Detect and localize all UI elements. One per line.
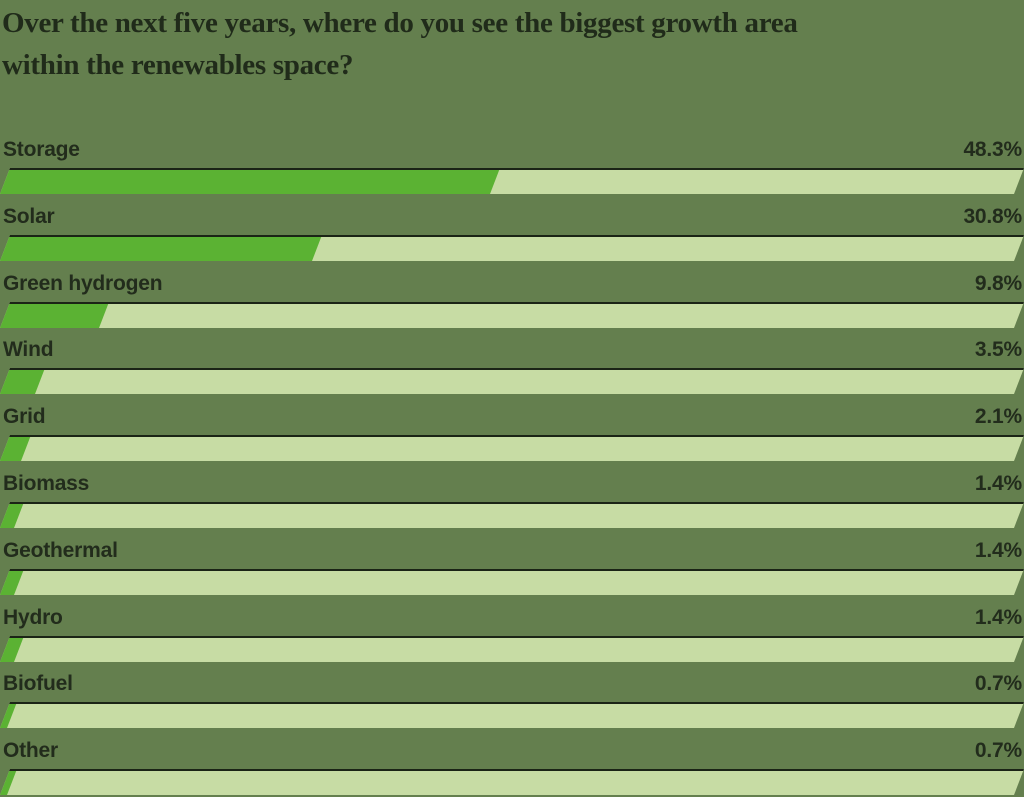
chart-row: Solar 30.8% [0,205,1024,272]
category-label: Geothermal [3,538,118,562]
chart-row: Wind 3.5% [0,338,1024,405]
value-label: 1.4% [974,471,1022,495]
category-label: Wind [3,338,54,362]
chart-title: Over the next five years, where do you s… [2,2,1024,86]
category-label: Storage [3,138,80,161]
bar-track [0,435,1024,462]
bar-fill [0,570,24,595]
bar-track [0,635,1024,662]
bar-fill [0,437,31,462]
value-label: 1.4% [974,538,1022,562]
chart-title-line-1: Over the next five years, where do you s… [2,7,798,39]
bar-track [0,769,1024,796]
chart-row: Biomass 1.4% [0,472,1024,539]
bar-fill [0,503,24,528]
value-label: 0.7% [974,739,1022,763]
chart-row: Storage 48.3% [0,138,1024,205]
category-label: Biomass [3,471,90,495]
category-label: Solar [3,204,55,228]
bar-track [0,301,1024,328]
chart-row: Green hydrogen 9.8% [0,272,1024,339]
value-label: 2.1% [974,405,1022,429]
category-label: Green hydrogen [3,271,163,295]
bar-fill [0,303,109,328]
chart-row: Other 0.7% [0,739,1024,797]
bar-fill [0,704,17,729]
value-label: 9.8% [974,271,1022,295]
bar-chart: Storage 48.3% Solar 30.8% Green hydrogen 9.8%… [0,138,1024,797]
bar-fill [0,170,499,194]
bar-track [0,702,1024,729]
value-label: 48.3% [963,138,1022,161]
bar-fill [0,236,322,261]
bar-fill [0,637,24,662]
category-label: Other [3,739,59,763]
value-label: 0.7% [974,672,1022,696]
chart-row: Grid 2.1% [0,405,1024,472]
bar-fill [0,370,45,395]
bar-track [0,368,1024,395]
chart-row: Hydro 1.4% [0,606,1024,673]
value-label: 1.4% [974,605,1022,629]
value-label: 30.8% [963,204,1022,228]
bar-track [0,168,1024,194]
category-label: Grid [3,405,46,429]
chart-title-line-2: within the renewables space? [2,49,354,81]
value-label: 3.5% [974,338,1022,362]
chart-row: Biofuel 0.7% [0,672,1024,739]
bar-track [0,234,1024,261]
category-label: Biofuel [3,672,73,696]
bar-track [0,568,1024,595]
bar-track [0,501,1024,528]
category-label: Hydro [3,605,63,629]
bar-fill [0,771,17,796]
chart-row: Geothermal 1.4% [0,539,1024,606]
